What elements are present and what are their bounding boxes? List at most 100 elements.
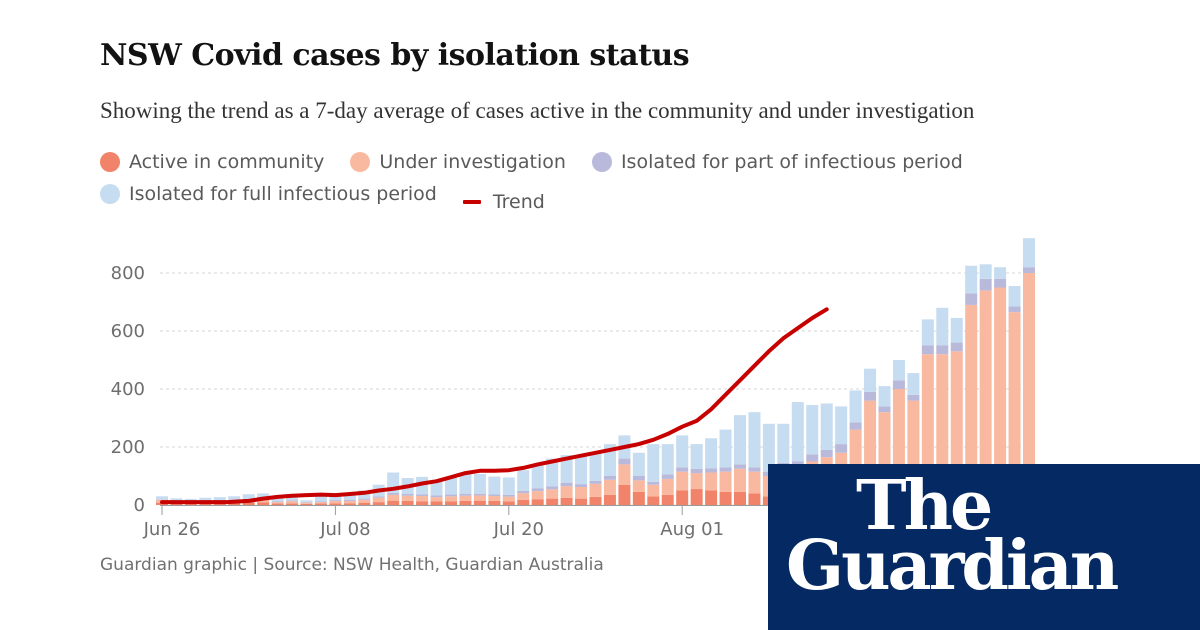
- guardian-logo-the: The: [856, 466, 993, 546]
- bar-segment-part: [459, 493, 472, 496]
- bar-segment-community: [632, 491, 645, 505]
- bar-segment-full: [950, 317, 963, 343]
- legend-label: Active in community: [129, 151, 325, 173]
- bar-segment-full: [994, 267, 1007, 279]
- legend-line: [462, 200, 481, 204]
- bar-segment-part: [416, 494, 429, 497]
- bar-segment-part: [676, 467, 689, 472]
- legend-swatch: [591, 152, 612, 172]
- bar-segment-full: [242, 494, 255, 499]
- bar-segment-investigation: [878, 412, 891, 476]
- bar-segment-community: [603, 494, 616, 505]
- bar-segment-full: [878, 386, 891, 407]
- bar-segment-part: [531, 488, 544, 492]
- bar-segment-investigation: [965, 304, 978, 491]
- bar-segment-investigation: [286, 501, 299, 504]
- bar-segment-full: [965, 265, 978, 294]
- bar-segment-investigation: [502, 496, 515, 502]
- bar-segment-full: [748, 412, 761, 468]
- bar-segment-full: [502, 477, 515, 495]
- bar-segment-community: [502, 501, 515, 505]
- bar-segment-full: [473, 473, 486, 494]
- bar-segment-full: [517, 470, 530, 491]
- legend-label: Isolated for full infectious period: [129, 183, 437, 205]
- bar-segment-investigation: [473, 495, 486, 501]
- x-tick-label: Jun 26: [143, 519, 201, 540]
- bar-segment-part: [1008, 306, 1021, 313]
- x-tick-label: Aug 01: [660, 519, 724, 540]
- bar-segment-community: [401, 500, 414, 505]
- bar-segment-part: [603, 476, 616, 480]
- bar-segment-investigation: [647, 484, 660, 497]
- bar-segment-community: [488, 500, 501, 505]
- bar-segment-part: [401, 493, 414, 496]
- bar-segment-part: [488, 494, 501, 497]
- bar-segment-community: [676, 490, 689, 505]
- x-tick-label: Jul 20: [493, 519, 544, 540]
- bar-segment-investigation: [314, 502, 327, 504]
- bar-segment-investigation: [705, 472, 718, 491]
- bar-segment-part: [806, 454, 819, 462]
- bar-segment-part: [517, 490, 530, 494]
- legend-swatch: [100, 152, 120, 172]
- bar-segment-full: [719, 429, 732, 468]
- bar-segment-investigation: [1023, 273, 1035, 495]
- bar-segment-part: [892, 380, 905, 389]
- chart-title: NSW Covid cases by isolation status: [100, 38, 690, 73]
- legend-label: Trend: [492, 191, 545, 213]
- bar-segment-community: [343, 503, 356, 505]
- bar-segment-community: [300, 503, 313, 505]
- bar-segment-part: [950, 342, 963, 352]
- bar-segment-full: [445, 477, 457, 495]
- bar-segment-full: [1008, 286, 1021, 307]
- bar-segment-full: [170, 498, 183, 501]
- legend-item-active-in-community: Active in community: [100, 148, 324, 176]
- bar-segment-part: [156, 499, 168, 500]
- bar-segment-part: [705, 468, 718, 473]
- bar-segment-investigation: [719, 471, 732, 492]
- bar-segment-full: [531, 464, 544, 489]
- bar-segment-part: [632, 476, 645, 481]
- bar-segment-full: [1023, 238, 1035, 268]
- bar-segment-full: [849, 390, 862, 423]
- bar-segment-investigation: [864, 400, 877, 474]
- bar-segment-part: [589, 480, 602, 484]
- bar-segment-investigation: [343, 500, 356, 504]
- bar-segment-full: [560, 455, 573, 483]
- bar-segment-investigation: [329, 500, 342, 504]
- bar-segment-full: [820, 403, 833, 450]
- bar-segment-investigation: [921, 354, 934, 494]
- bar-segment-investigation: [560, 486, 573, 498]
- bar-segment-full: [575, 455, 588, 485]
- bar-segment-investigation: [979, 290, 992, 491]
- bar-segment-part: [560, 482, 573, 487]
- bar-segment-full: [632, 452, 645, 476]
- bar-segment-part: [430, 495, 443, 498]
- bar-segment-part: [473, 493, 486, 496]
- bar-segment-full: [690, 444, 703, 469]
- legend-item-trend: Trend: [462, 188, 545, 216]
- bar-segment-community: [329, 503, 342, 505]
- bar-segment-investigation: [676, 471, 689, 491]
- bar-segment-community: [589, 496, 602, 505]
- bar-segment-investigation: [950, 351, 963, 491]
- bar-segment-full: [979, 264, 992, 279]
- bar-segment-investigation: [734, 468, 746, 492]
- bar-segment-investigation: [1008, 312, 1021, 492]
- bar-segment-community: [430, 501, 443, 505]
- bar-segment-investigation: [387, 494, 400, 501]
- bar-segment-community: [719, 491, 732, 505]
- bar-segment-community: [473, 500, 486, 505]
- bar-segment-full: [343, 493, 356, 500]
- bar-segment-investigation: [603, 479, 616, 495]
- bar-segment-full: [271, 498, 284, 502]
- bar-segment-part: [979, 278, 992, 291]
- y-tick-label: 200: [111, 437, 145, 458]
- bar-segment-part: [575, 484, 588, 488]
- y-tick-label: 800: [111, 263, 145, 284]
- y-tick-label: 0: [134, 495, 145, 516]
- bar-segment-part: [1023, 267, 1035, 273]
- bar-segment-part: [445, 494, 457, 497]
- bar-segment-investigation: [575, 487, 588, 499]
- bar-segment-community: [286, 503, 299, 505]
